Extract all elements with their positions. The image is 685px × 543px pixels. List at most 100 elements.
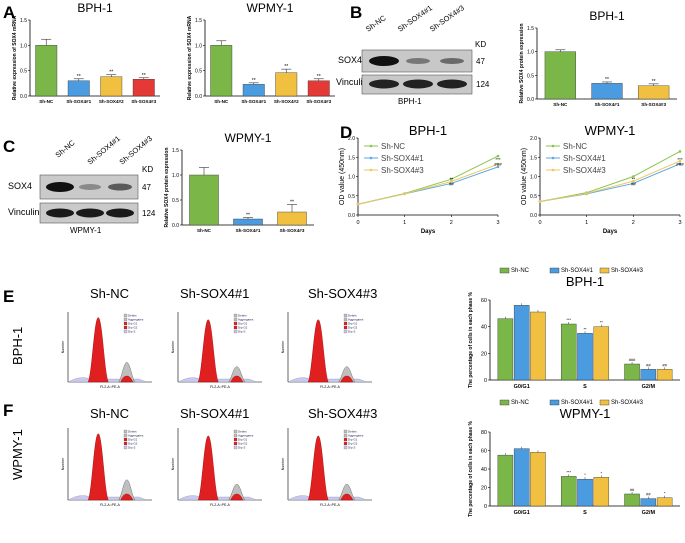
y-tick-label: 0.0 xyxy=(172,223,179,229)
bar xyxy=(210,45,233,97)
significance-label: ** xyxy=(77,74,81,80)
flow-e-title-3: Sh-SOX4#3 xyxy=(308,286,377,301)
bar xyxy=(307,80,330,97)
legend-marker xyxy=(551,144,555,148)
flow-f-row-label: WPMY-1 xyxy=(10,429,25,480)
panel-letter-f: F xyxy=(3,401,13,420)
bar xyxy=(577,478,593,507)
bar xyxy=(656,369,673,381)
blot-b-kd-label: KD xyxy=(475,40,486,49)
series-line xyxy=(539,163,681,203)
blot-c-row-vinculin: Vinculin xyxy=(8,207,39,217)
series-line xyxy=(539,160,681,203)
bar xyxy=(530,452,546,507)
bar xyxy=(624,363,640,381)
x-tick-label: 0 xyxy=(356,220,359,226)
y-tick-label: 1.5 xyxy=(172,148,179,154)
legend-label: Sh-NC xyxy=(511,268,530,274)
flow-f-row: WPMY-1 Sh-NC Sh-SOX4#1 Sh-SOX4#3 FL2-A::… xyxy=(10,406,377,507)
significance-label: ** xyxy=(109,70,113,76)
flow-legend-label: Dip G2 xyxy=(128,326,138,330)
y-tick-label: 0.5 xyxy=(527,73,534,79)
annotation: ** xyxy=(632,176,636,181)
x-tick-label: Sh-SOX4#2 xyxy=(99,99,124,104)
flow-x-label: FL2-A::PE-A xyxy=(320,385,340,389)
flow-legend-swatch xyxy=(343,317,348,322)
significance-label: ** xyxy=(252,78,256,84)
blot-b-band-vin-1 xyxy=(369,79,399,89)
chart-e-cellcycle: BPH-1 Sh-NC Sh-SOX4#1 Sh-SOX4#3 0 20 40 60 The p… xyxy=(468,267,680,390)
flow-legend-label: Dip G2 xyxy=(348,326,358,330)
significance-label: ## xyxy=(662,362,667,367)
y-axis-label: The percentage of cells in each phase % xyxy=(468,292,474,388)
x-tick-label: 1 xyxy=(585,220,588,226)
x-tick-label: Sh-SOX4#1 xyxy=(241,99,266,104)
flow-legend-label: Debris xyxy=(348,430,357,434)
bar xyxy=(233,218,263,226)
series-line xyxy=(357,155,499,205)
legend-marker xyxy=(369,168,373,172)
chart-title: BPH-1 xyxy=(589,9,625,23)
x-tick-label: 1 xyxy=(403,220,406,226)
significance-label: ## xyxy=(646,492,651,497)
y-tick-label: 0.5 xyxy=(20,69,27,75)
legend-marker xyxy=(551,156,555,160)
blot-c-band-sox4-2 xyxy=(79,184,101,190)
flow-legend-label: Debris xyxy=(128,314,137,318)
y-tick-label: 1.0 xyxy=(20,43,27,49)
y-axis-label: OD value (450nm) xyxy=(521,148,528,205)
legend-marker xyxy=(551,168,555,172)
x-tick-label: Sh-NC xyxy=(39,99,54,104)
flow-legend-label: Dip S xyxy=(128,330,135,334)
x-tick-label: Sh-SOX4#3 xyxy=(641,102,666,107)
data-point xyxy=(356,202,360,206)
flow-legend-label: Dip G1 xyxy=(238,322,248,326)
x-tick-label: G2/M xyxy=(642,510,656,516)
flow-y-label: Number xyxy=(171,340,175,353)
x-tick-label: Sh-NC xyxy=(197,228,212,233)
blot-b-lane-2: Sh-SOX4#1 xyxy=(396,3,434,33)
flow-legend-label: Dip S xyxy=(238,330,245,334)
flow-legend-label: Dip G1 xyxy=(128,322,138,326)
y-tick-label: 2.0 xyxy=(530,136,537,142)
flow-legend-swatch xyxy=(343,445,348,450)
x-tick-label: 3 xyxy=(678,220,681,226)
flow-legend-label: Dip G1 xyxy=(238,438,248,442)
blot-b-band-vin-3 xyxy=(437,79,467,89)
flow-g1-peak xyxy=(197,435,219,501)
y-tick-label: 0.0 xyxy=(20,94,27,100)
flow-y-label: Number xyxy=(61,457,65,470)
blot-c-band-sox4-3 xyxy=(108,183,132,191)
flow-legend-swatch xyxy=(233,437,238,442)
data-point xyxy=(496,154,500,158)
panel-letter-a: A xyxy=(3,3,15,22)
significance-label: ** xyxy=(600,320,604,325)
flow-legend-swatch xyxy=(343,441,348,446)
y-tick-label: 1.5 xyxy=(20,18,27,24)
blot-c-kd-47: 47 xyxy=(142,183,151,192)
flow-legend-swatch xyxy=(233,329,238,334)
flow-y-label: Number xyxy=(281,340,285,353)
y-tick-label: 40 xyxy=(481,325,487,331)
flow-legend-label: Aggregates xyxy=(128,434,144,438)
flow-legend-label: Aggregates xyxy=(348,434,364,438)
y-tick-label: 1.0 xyxy=(348,175,355,181)
data-point xyxy=(632,175,635,178)
blot-c-band-vin-1 xyxy=(46,208,74,218)
bar xyxy=(560,323,577,381)
bar xyxy=(640,369,657,381)
x-tick-label: G2/M xyxy=(642,384,656,390)
flow-legend-label: Dip G1 xyxy=(348,322,358,326)
bar xyxy=(577,333,593,381)
annotation: ## xyxy=(449,181,455,186)
y-tick-label: 0.5 xyxy=(348,194,355,200)
data-point xyxy=(450,182,453,185)
flow-aggregates-peak xyxy=(118,479,136,501)
blot-b-lane-3: Sh-SOX4#3 xyxy=(428,3,466,33)
y-tick-label: 0.0 xyxy=(530,213,537,219)
blot-c-lane-3: Sh-SOX4#3 xyxy=(118,134,154,167)
blot-c-band-vin-2 xyxy=(76,208,104,218)
